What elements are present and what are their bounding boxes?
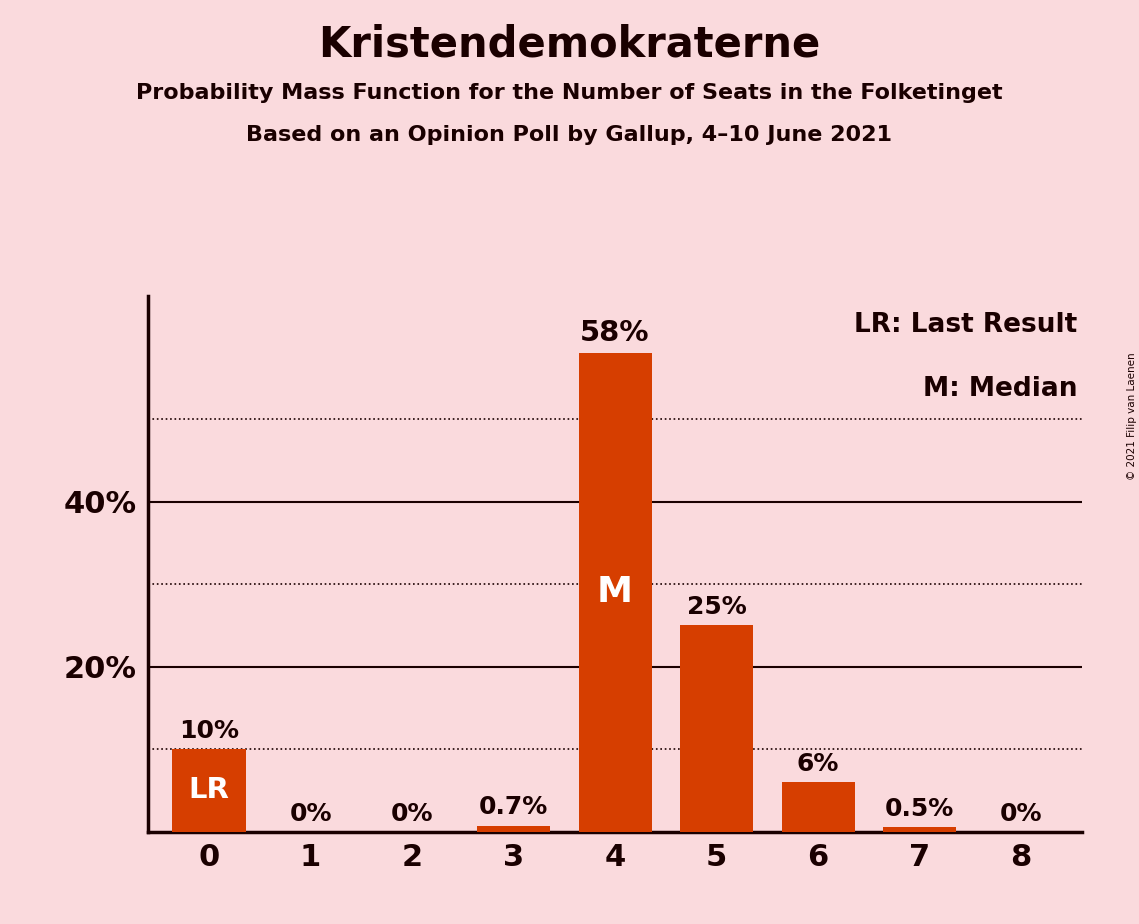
Text: 0%: 0% [391, 802, 433, 826]
Bar [781, 782, 854, 832]
Bar [579, 353, 652, 832]
Text: © 2021 Filip van Laenen: © 2021 Filip van Laenen [1126, 352, 1137, 480]
Text: M: M [597, 576, 633, 610]
Text: Kristendemokraterne: Kristendemokraterne [319, 23, 820, 65]
Text: Probability Mass Function for the Number of Seats in the Folketinget: Probability Mass Function for the Number… [137, 83, 1002, 103]
Text: LR: LR [189, 776, 229, 805]
Text: 0.5%: 0.5% [885, 796, 954, 821]
Text: 0%: 0% [1000, 802, 1042, 826]
Text: LR: Last Result: LR: Last Result [854, 311, 1077, 338]
Text: 0.7%: 0.7% [478, 796, 548, 820]
Text: 0%: 0% [289, 802, 331, 826]
Bar [172, 749, 246, 832]
Bar [680, 626, 753, 832]
Bar [883, 828, 956, 832]
Text: 25%: 25% [687, 595, 746, 619]
Text: 58%: 58% [580, 319, 650, 346]
Bar [477, 826, 550, 832]
Text: M: Median: M: Median [923, 376, 1077, 402]
Text: 10%: 10% [179, 719, 239, 743]
Text: Based on an Opinion Poll by Gallup, 4–10 June 2021: Based on an Opinion Poll by Gallup, 4–10… [246, 125, 893, 145]
Text: 6%: 6% [797, 751, 839, 775]
